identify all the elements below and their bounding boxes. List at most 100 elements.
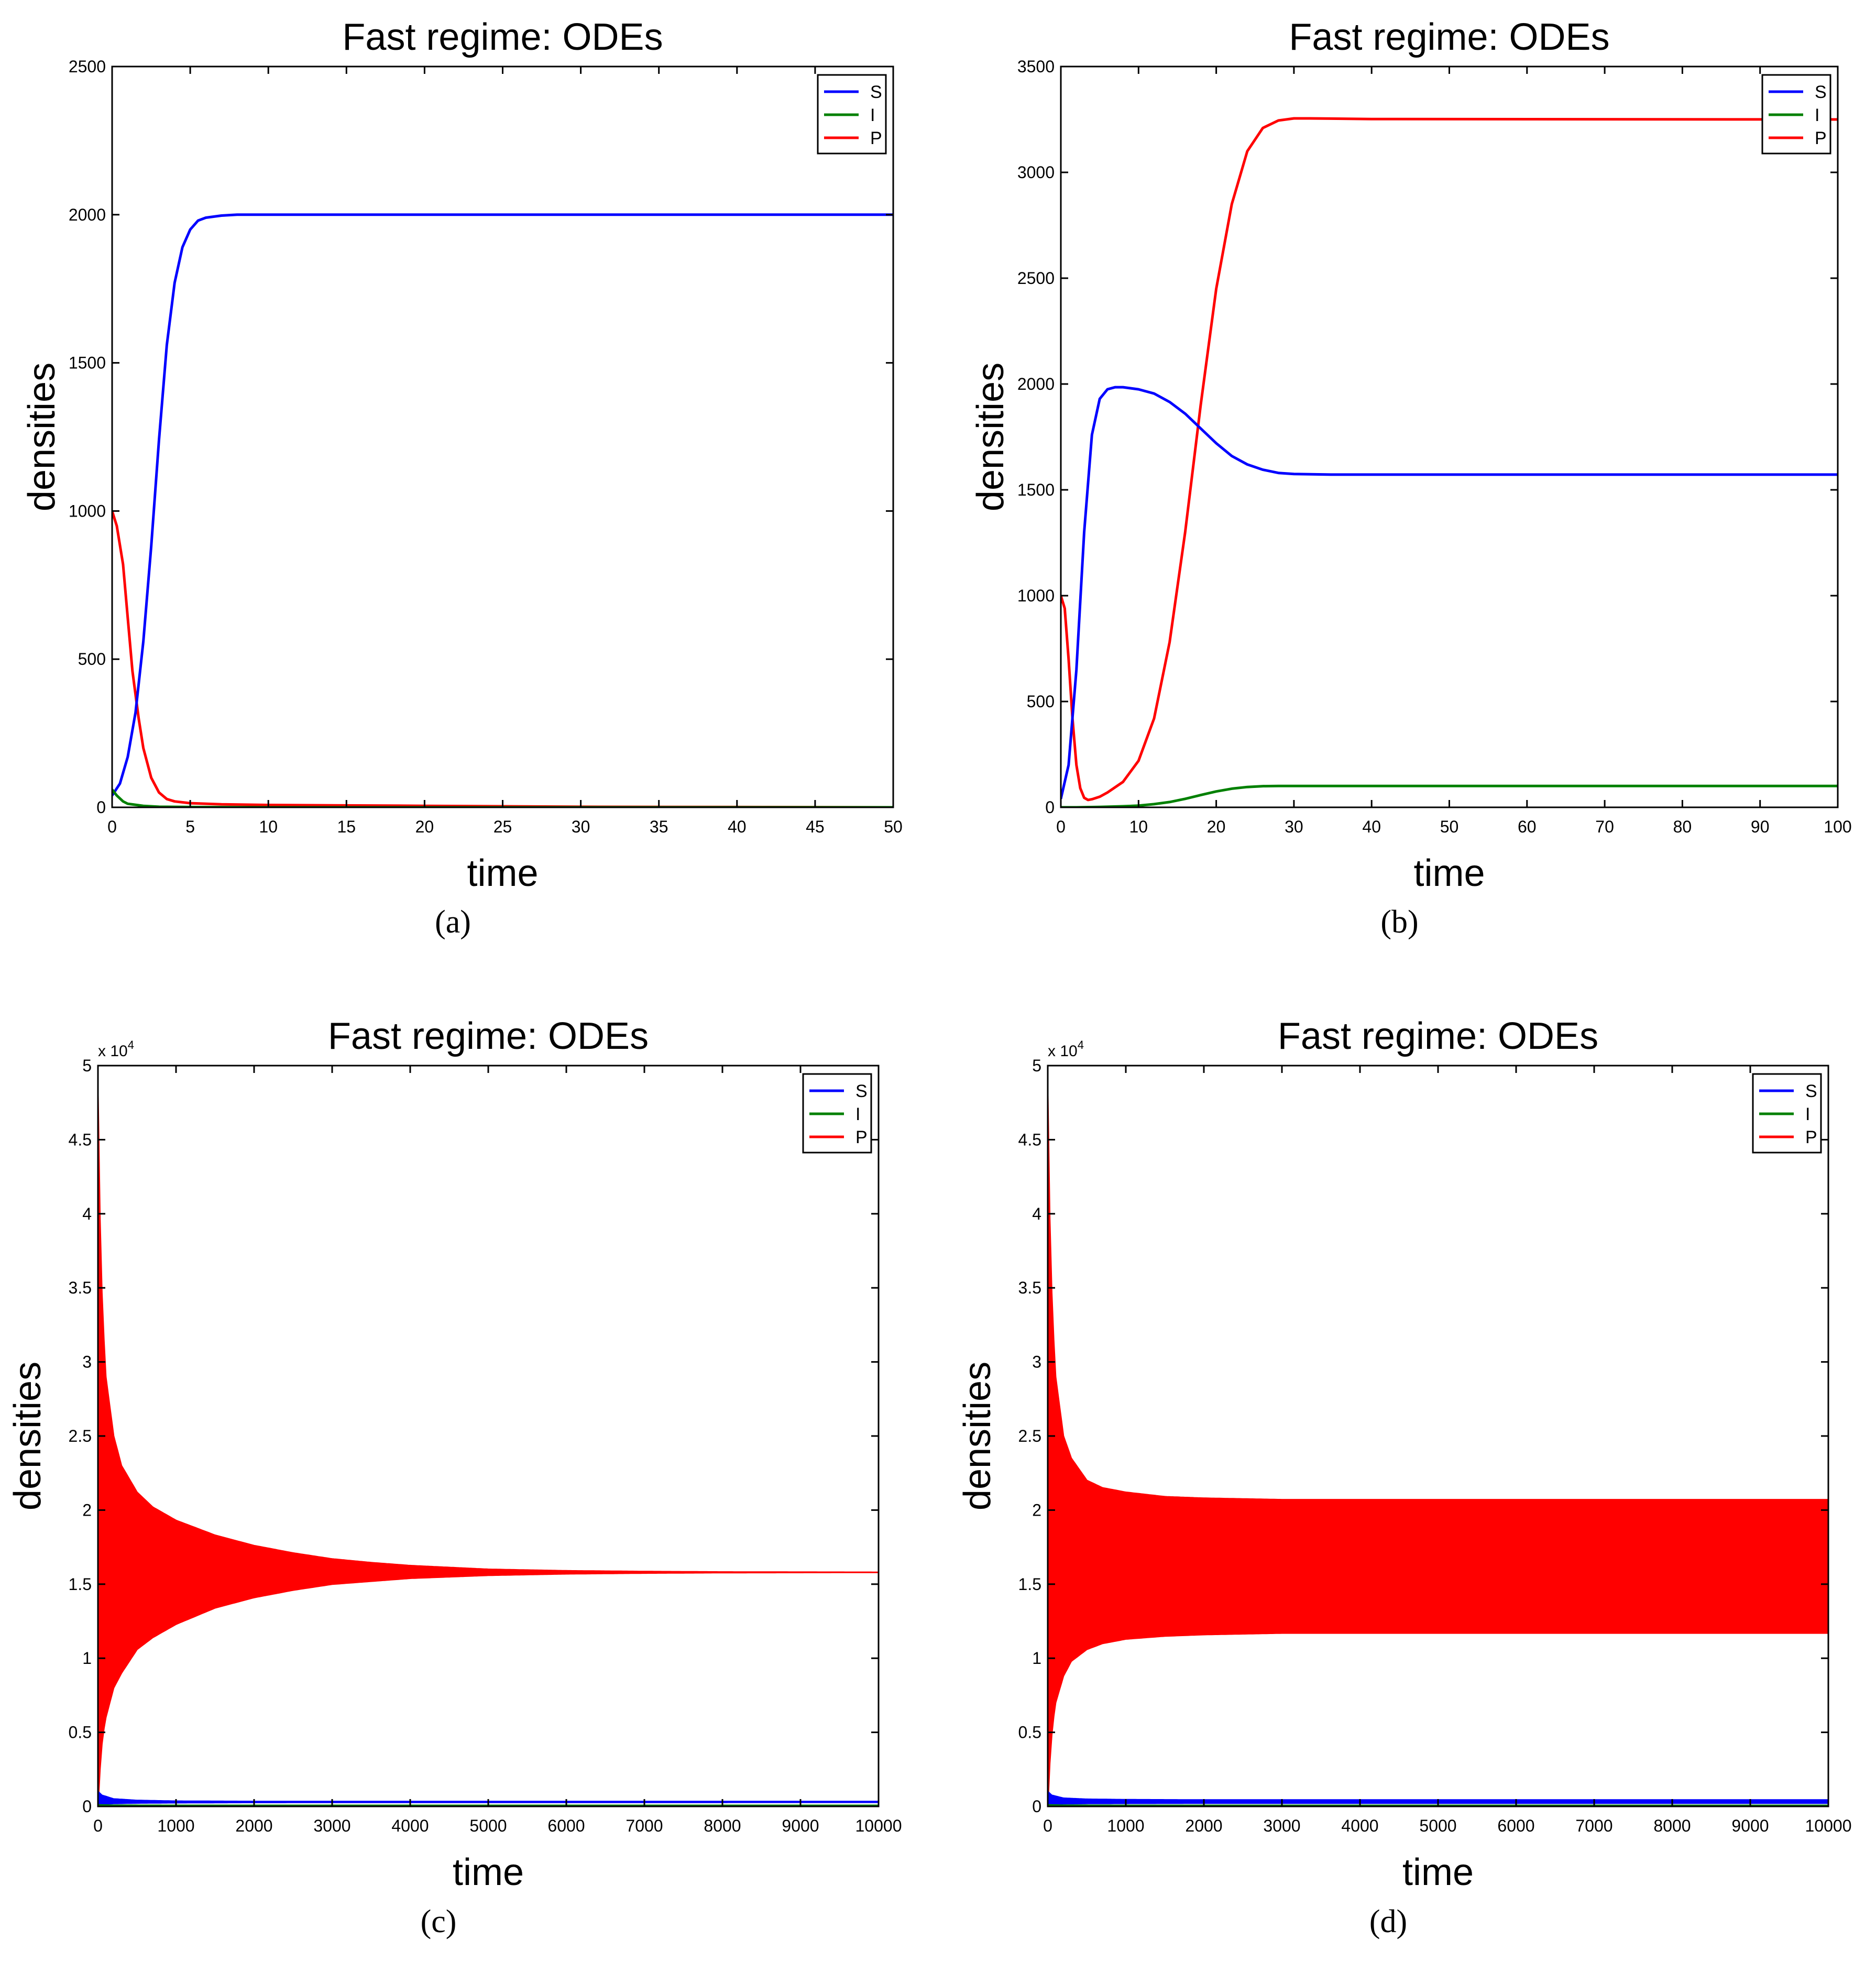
x-tick-label: 1000: [1107, 1816, 1144, 1835]
x-axis-label: time: [453, 1851, 524, 1893]
x-axis-label: time: [467, 852, 538, 894]
x-tick-label: 0: [1056, 817, 1066, 836]
x-tick-label: 100: [1824, 817, 1851, 836]
y-tick-label: 0.5: [69, 1723, 92, 1742]
x-tick-label: 4000: [391, 1816, 429, 1835]
series-S-line: [1061, 386, 1838, 799]
x-tick-label: 2000: [1185, 1816, 1222, 1835]
y-tick-label: 1.5: [69, 1575, 92, 1594]
series-P-line: [1061, 117, 1838, 802]
x-tick-label: 8000: [704, 1816, 741, 1835]
x-tick-label: 30: [1285, 817, 1303, 836]
chart-panel-c: Fast regime: ODEs time densities (c) x 104 0 1…: [7, 1015, 902, 1939]
x-axis-label: time: [1402, 1851, 1474, 1893]
y-exponent-power: 4: [128, 1038, 134, 1051]
panel-caption: (a): [435, 904, 471, 940]
x-tick-label: 0: [93, 1816, 103, 1835]
x-tick-label: 2000: [235, 1816, 272, 1835]
legend-label-P: P: [1815, 128, 1827, 148]
y-tick-label: 3.5: [1018, 1278, 1041, 1297]
x-tick-label: 50: [884, 817, 903, 836]
y-exponent-power: 4: [1078, 1038, 1084, 1051]
chart-panel-a: Fast regime: ODEs time densities (a) 0 5 10 15 2…: [21, 16, 903, 940]
x-tick-label: 40: [1362, 817, 1381, 836]
plot-frame: [111, 65, 894, 808]
y-tick-label: 1.5: [1018, 1575, 1041, 1594]
legend: SIP: [802, 1073, 872, 1154]
x-tick-label: 25: [493, 817, 512, 836]
x-tick-label: 4000: [1341, 1816, 1378, 1835]
panel-caption: (b): [1380, 904, 1418, 940]
x-tick-label: 70: [1595, 817, 1614, 836]
legend-label-S: S: [1815, 82, 1827, 102]
y-tick-label: 2000: [1017, 375, 1055, 393]
y-tick-label: 3500: [1017, 57, 1055, 76]
x-tick-label: 0: [107, 817, 117, 836]
x-tick-label: 90: [1751, 817, 1770, 836]
y-tick-label: 0: [82, 1797, 92, 1816]
x-tick-label: 3000: [1263, 1816, 1300, 1835]
x-tick-label: 1000: [157, 1816, 194, 1835]
legend-label-S: S: [1805, 1081, 1817, 1101]
y-tick-label: 0: [96, 798, 106, 817]
y-tick-label: 2.5: [69, 1427, 92, 1445]
y-tick-label: 1: [1032, 1649, 1041, 1668]
y-tick-label: 1000: [69, 501, 106, 520]
x-tick-label: 6000: [547, 1816, 585, 1835]
y-tick-label: 3: [82, 1353, 92, 1372]
x-tick-label: 20: [1207, 817, 1226, 836]
legend-label-P: P: [870, 128, 882, 148]
y-tick-label: 5: [82, 1056, 92, 1075]
series-S-band: [1048, 1790, 1828, 1806]
legend-label-P: P: [855, 1127, 868, 1147]
x-tick-label: 15: [337, 817, 356, 836]
chart-panel-d: Fast regime: ODEs time densities (d) x 104 0 1…: [957, 1015, 1851, 1939]
legend-label-I: I: [870, 105, 875, 125]
legend-label-S: S: [855, 1081, 868, 1101]
y-tick-label: 4.5: [1018, 1130, 1041, 1149]
y-tick-label: 2500: [69, 57, 106, 76]
x-tick-label: 40: [728, 817, 747, 836]
panel-caption: (d): [1369, 1904, 1407, 1939]
y-axis-label: densities: [7, 1362, 49, 1510]
x-tick-label: 10000: [855, 1816, 902, 1835]
x-tick-label: 45: [806, 817, 825, 836]
y-tick-label: 3.5: [69, 1278, 92, 1297]
x-tick-label: 5000: [1419, 1816, 1456, 1835]
series-P-line: [112, 510, 893, 807]
x-tick-label: 9000: [782, 1816, 819, 1835]
series-S-line: [112, 213, 893, 796]
x-tick-label: 10: [1129, 817, 1148, 836]
y-tick-label: 0: [1032, 1797, 1041, 1816]
x-tick-label: 3000: [313, 1816, 350, 1835]
y-axis-label: densities: [21, 363, 63, 511]
y-tick-label: 1000: [1017, 586, 1055, 605]
series-P-band: [1048, 1095, 1828, 1806]
plot-frame: [1047, 1065, 1829, 1807]
y-tick-label: 4.5: [69, 1130, 92, 1149]
plot-data: [1048, 1095, 1828, 1806]
series-S-band: [98, 1790, 879, 1806]
plot-data: [1061, 117, 1838, 807]
legend: SIP: [1761, 74, 1831, 155]
y-tick-label: 5: [1032, 1056, 1041, 1075]
x-tick-label: 80: [1673, 817, 1692, 836]
x-tick-label: 30: [572, 817, 590, 836]
panel-caption: (c): [421, 1904, 457, 1939]
y-tick-label: 3000: [1017, 163, 1055, 182]
x-tick-label: 10: [259, 817, 278, 836]
x-tick-label: 5: [185, 817, 195, 836]
legend: SIP: [1752, 1073, 1822, 1154]
y-exponent-label: x 104: [98, 1038, 134, 1060]
x-tick-label: 7000: [626, 1816, 663, 1835]
x-tick-label: 5000: [469, 1816, 507, 1835]
y-tick-label: 1500: [69, 354, 106, 372]
plot-frame: [97, 1065, 880, 1807]
y-tick-label: 2000: [69, 205, 106, 224]
y-tick-label: 3: [1032, 1353, 1041, 1372]
plot-frame: [1060, 65, 1839, 808]
x-tick-label: 60: [1518, 817, 1537, 836]
legend: SIP: [817, 74, 887, 155]
y-axis-label: densities: [970, 363, 1012, 511]
y-tick-label: 1: [82, 1649, 92, 1668]
